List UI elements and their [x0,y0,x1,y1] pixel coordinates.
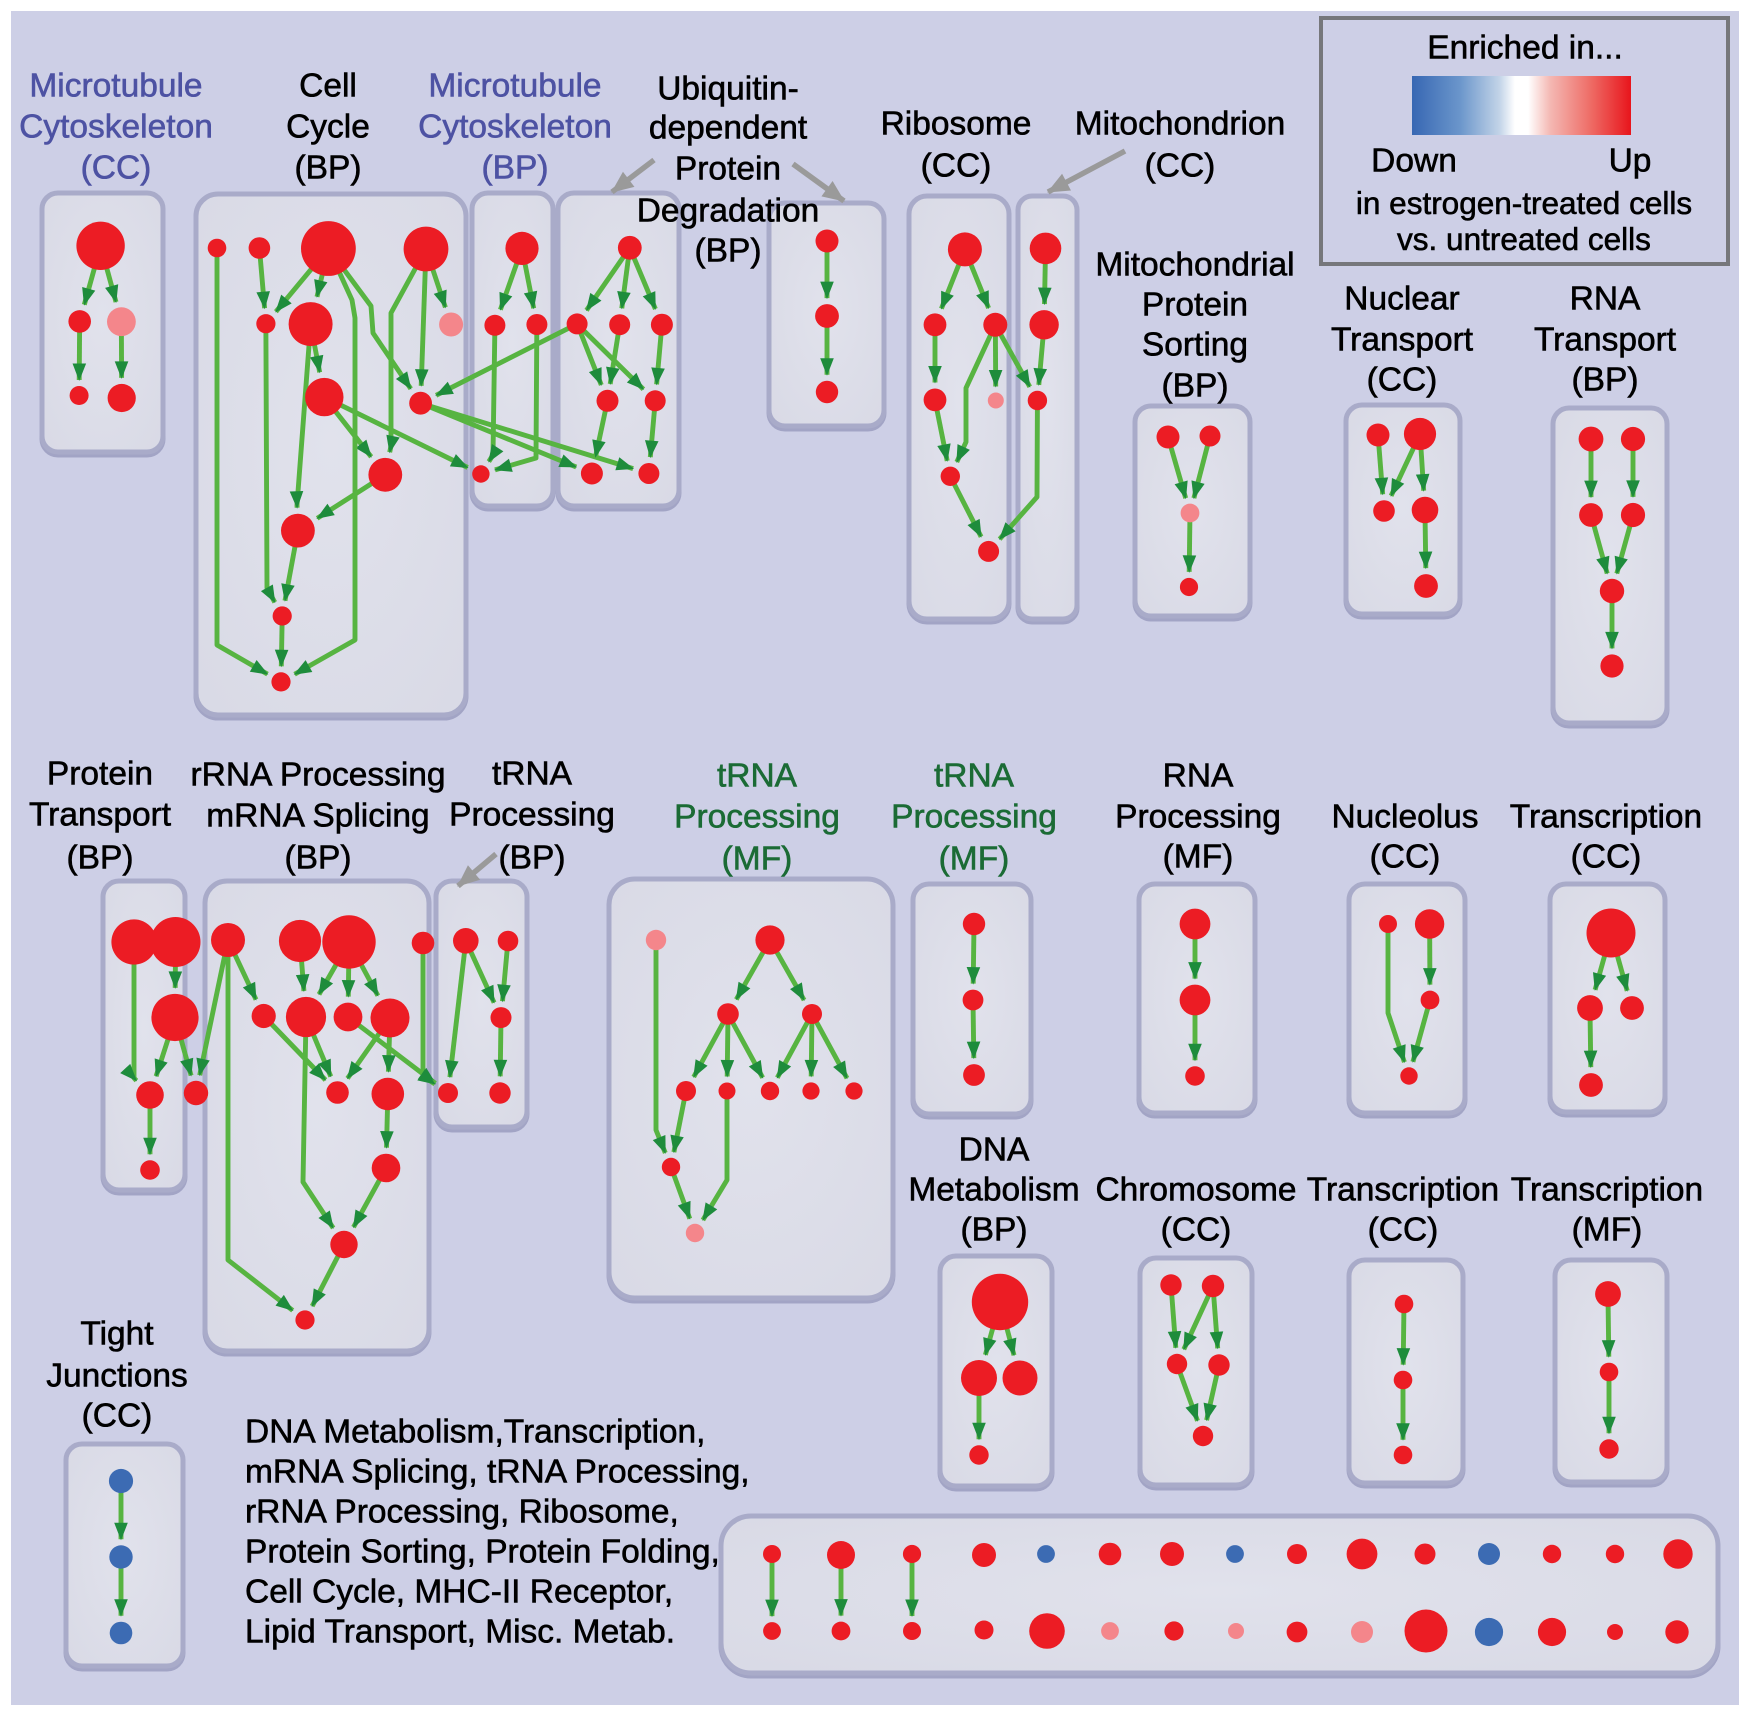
svg-text:Mitochondrion: Mitochondrion [1075,106,1285,143]
svg-text:mRNA Splicing: mRNA Splicing [206,798,429,835]
svg-text:Processing: Processing [674,799,840,836]
svg-text:Nucleolus: Nucleolus [1331,799,1478,836]
svg-text:Ubiquitin-: Ubiquitin- [657,71,799,108]
svg-text:(BP): (BP) [295,150,362,187]
svg-text:Transport: Transport [1331,322,1474,359]
svg-text:Transport: Transport [29,797,172,834]
svg-text:tRNA: tRNA [492,756,573,793]
svg-text:rRNA Processing: rRNA Processing [190,757,445,794]
svg-text:vs. untreated cells: vs. untreated cells [1397,221,1651,257]
svg-text:Processing: Processing [1115,799,1281,836]
svg-text:(CC): (CC) [1145,148,1216,185]
svg-text:(MF): (MF) [1572,1212,1643,1249]
svg-text:RNA: RNA [1163,758,1234,795]
svg-text:DNA: DNA [959,1132,1030,1169]
svg-text:Protein: Protein [675,151,781,188]
svg-text:Transcription: Transcription [1307,1172,1499,1209]
svg-text:Cell Cycle, MHC-II Receptor,: Cell Cycle, MHC-II Receptor, [245,1574,673,1611]
svg-text:Tight: Tight [80,1316,154,1353]
svg-text:Degradation: Degradation [637,193,820,230]
svg-text:Transcription: Transcription [1510,799,1702,836]
svg-text:Microtubule: Microtubule [428,68,601,105]
svg-text:Cytoskeleton: Cytoskeleton [418,109,612,146]
svg-text:(CC): (CC) [82,1398,153,1435]
svg-text:Transport: Transport [1534,322,1677,359]
svg-text:Down: Down [1371,143,1457,180]
svg-text:Transcription: Transcription [1511,1172,1703,1209]
svg-text:(CC): (CC) [1367,362,1438,399]
svg-text:DNA Metabolism,Transcription,: DNA Metabolism,Transcription, [245,1414,705,1451]
svg-text:(MF): (MF) [939,841,1010,878]
svg-text:(CC): (CC) [1571,839,1642,876]
svg-text:Protein: Protein [47,756,153,793]
svg-text:(BP): (BP) [961,1212,1028,1249]
svg-text:Protein Sorting, Protein Foldi: Protein Sorting, Protein Folding, [245,1534,720,1571]
svg-text:(CC): (CC) [1161,1212,1232,1249]
svg-text:(CC): (CC) [1370,839,1441,876]
svg-text:(CC): (CC) [921,148,992,185]
svg-text:RNA: RNA [1570,281,1641,318]
svg-text:Nuclear: Nuclear [1344,281,1459,318]
svg-text:Cytoskeleton: Cytoskeleton [19,109,213,146]
svg-text:(MF): (MF) [1163,839,1234,876]
svg-text:Processing: Processing [891,799,1057,836]
svg-text:rRNA Processing, Ribosome,: rRNA Processing, Ribosome, [245,1494,679,1531]
svg-text:(CC): (CC) [81,150,152,187]
svg-text:Lipid Transport, Misc. Metab.: Lipid Transport, Misc. Metab. [245,1614,675,1651]
svg-text:tRNA: tRNA [717,758,798,795]
svg-text:dependent: dependent [649,110,808,147]
svg-text:(BP): (BP) [285,840,352,877]
svg-text:tRNA: tRNA [934,758,1015,795]
svg-text:(BP): (BP) [1162,368,1229,405]
svg-text:Cycle: Cycle [286,109,370,146]
svg-text:(BP): (BP) [1572,362,1639,399]
svg-text:mRNA Splicing, tRNA Processing: mRNA Splicing, tRNA Processing, [245,1454,750,1491]
svg-text:Ribosome: Ribosome [881,106,1032,143]
svg-text:Enriched in...: Enriched in... [1427,30,1623,67]
svg-text:Metabolism: Metabolism [908,1172,1079,1209]
svg-text:(BP): (BP) [499,840,566,877]
svg-text:Up: Up [1609,143,1652,180]
svg-text:Junctions: Junctions [46,1358,188,1395]
svg-text:Microtubule: Microtubule [29,68,202,105]
svg-text:(MF): (MF) [722,841,793,878]
svg-text:(BP): (BP) [67,840,134,877]
svg-text:Processing: Processing [449,797,615,834]
svg-text:Chromosome: Chromosome [1095,1172,1296,1209]
svg-text:(BP): (BP) [695,233,762,270]
svg-text:(BP): (BP) [482,150,549,187]
svg-text:in estrogen-treated cells: in estrogen-treated cells [1356,185,1692,221]
svg-text:Protein: Protein [1142,287,1248,324]
svg-text:Sorting: Sorting [1142,327,1248,364]
svg-text:Mitochondrial: Mitochondrial [1095,247,1294,284]
svg-text:(CC): (CC) [1368,1212,1439,1249]
svg-text:Cell: Cell [299,68,357,105]
